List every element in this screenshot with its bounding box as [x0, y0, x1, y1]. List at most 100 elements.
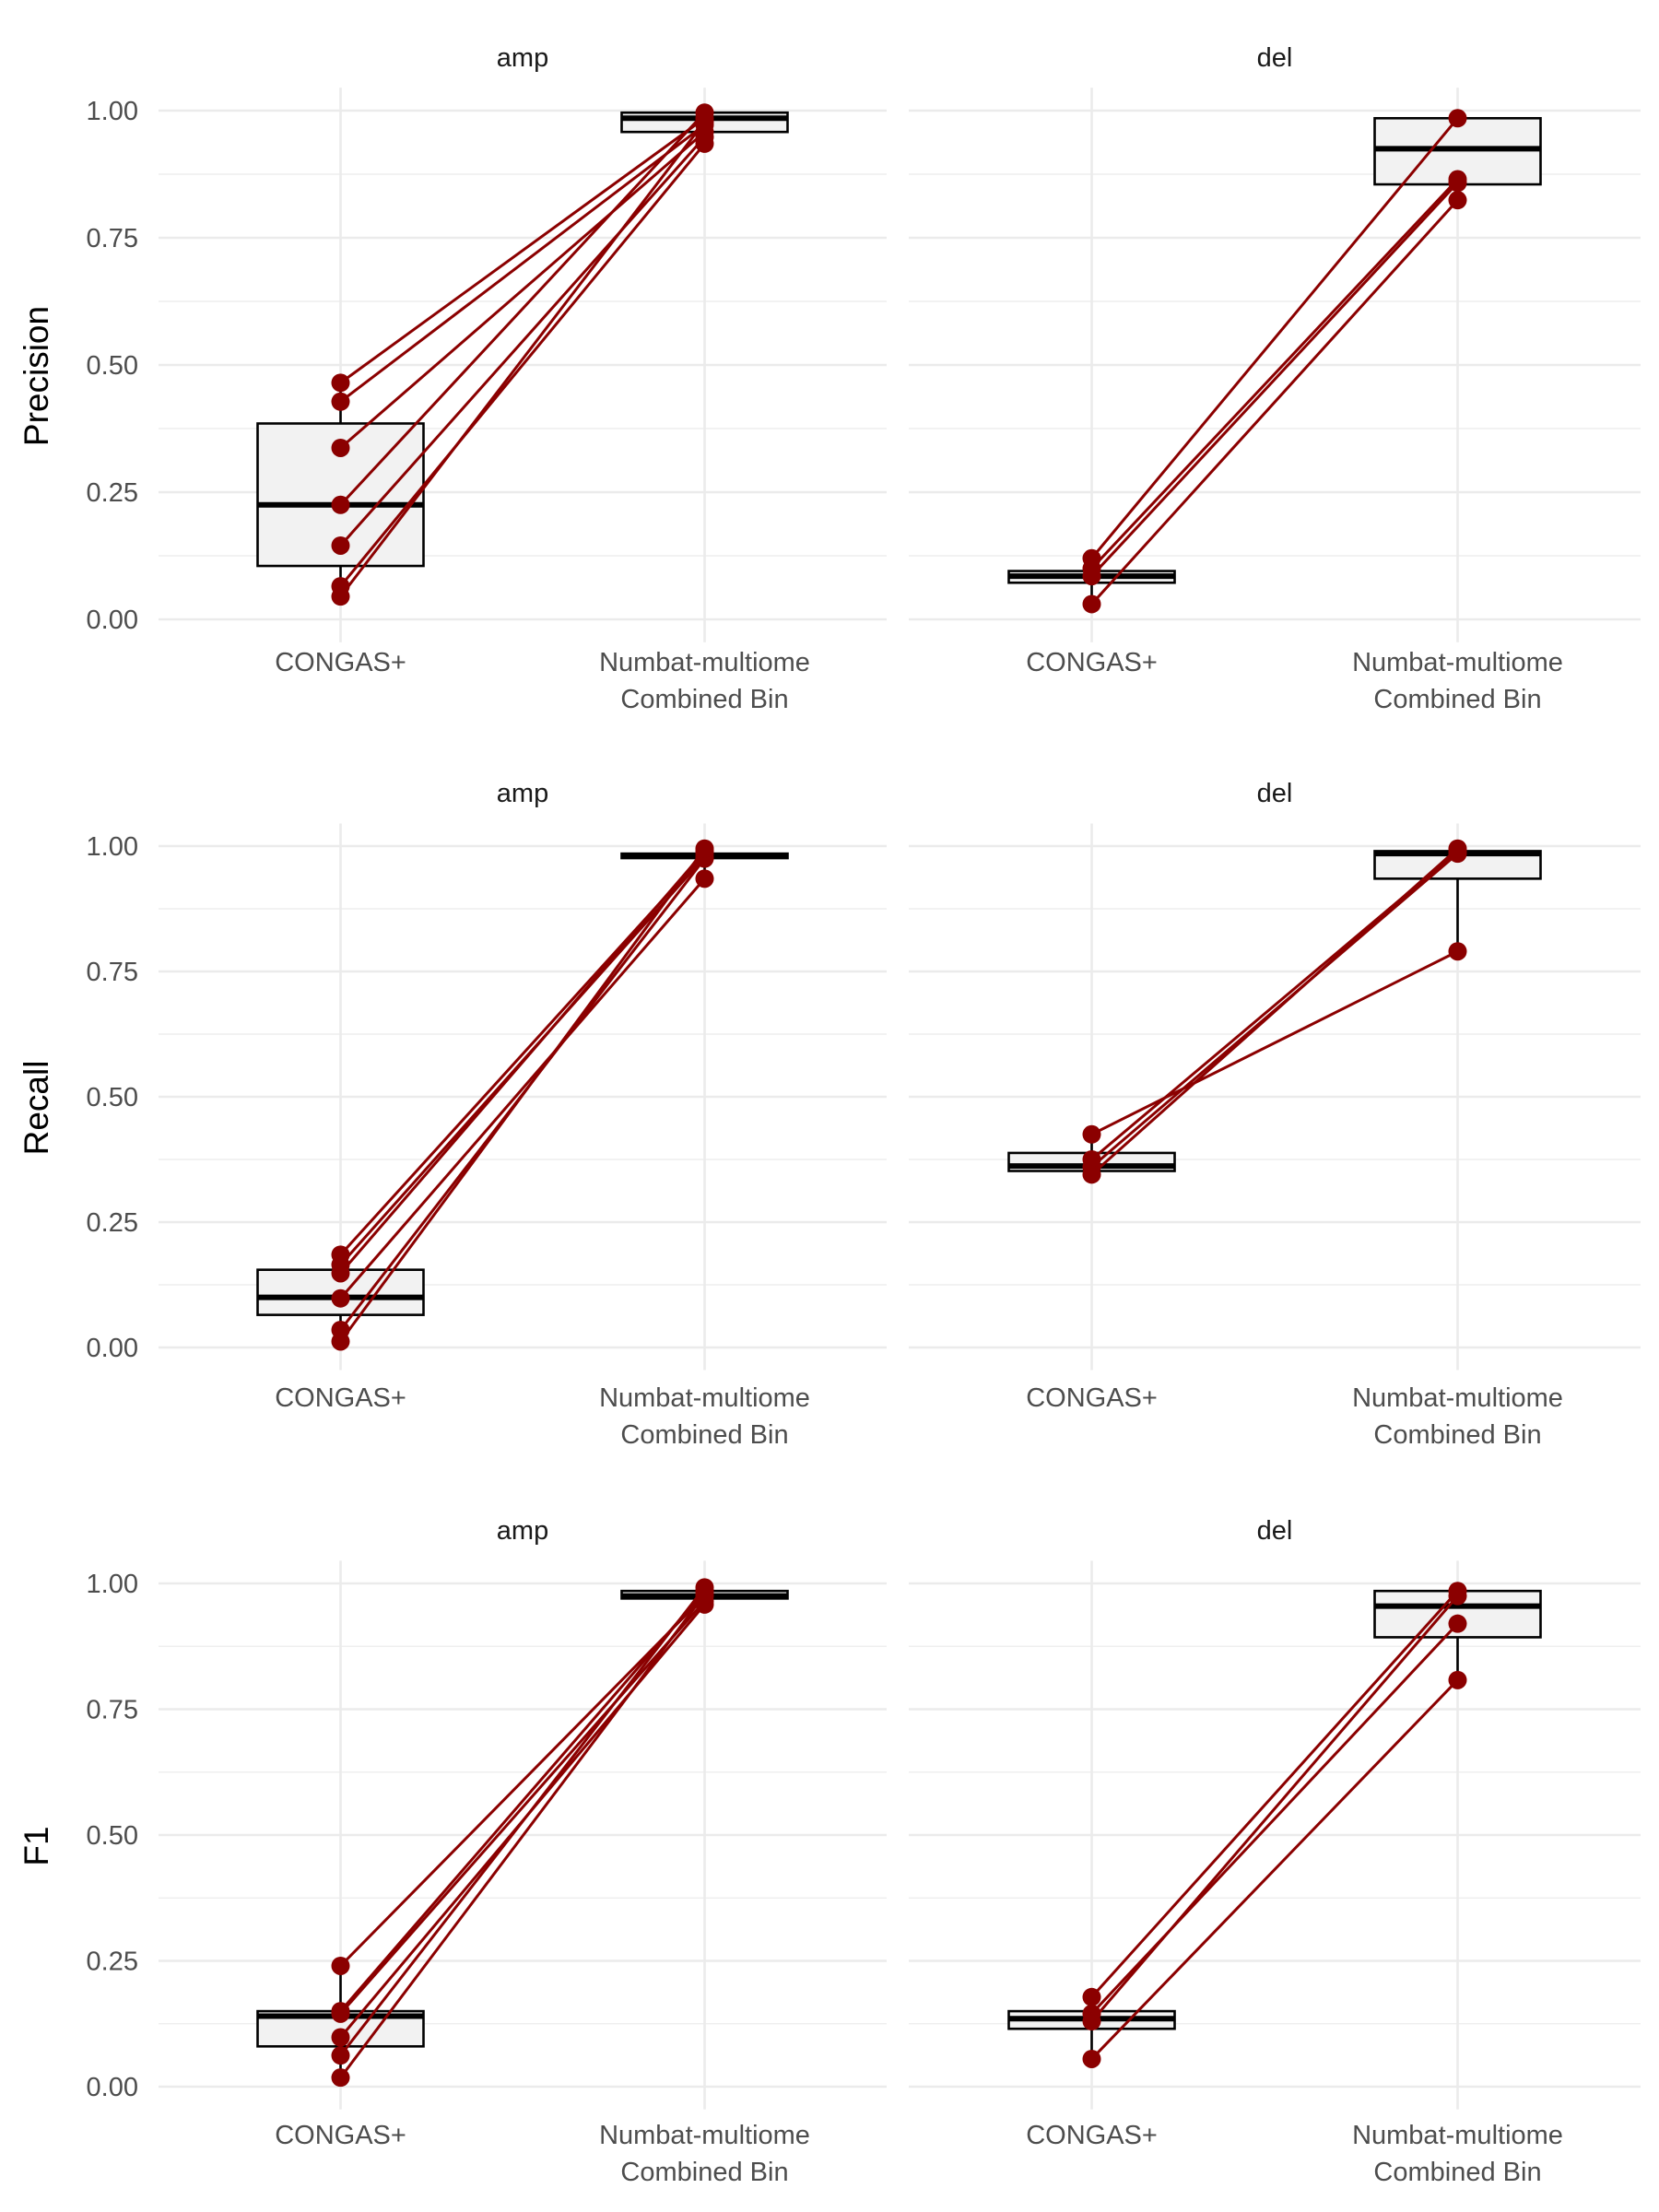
- pair-line: [1090, 949, 1459, 1136]
- pair-line: [339, 112, 706, 506]
- y-axis-label: Precision: [18, 306, 55, 446]
- facet-label: amp: [497, 43, 548, 73]
- y-tick-label: 0.25: [87, 1947, 138, 1977]
- data-point: [331, 1956, 350, 1975]
- x-tick-line: Combined Bin: [620, 685, 788, 714]
- pair-line: [339, 1590, 706, 2013]
- x-tick-line: CONGAS+: [1026, 1383, 1158, 1413]
- y-tick-label: 0.75: [87, 224, 138, 253]
- y-tick-label: 1.00: [87, 97, 138, 126]
- data-point: [1448, 1670, 1467, 1689]
- data-point: [1448, 839, 1467, 858]
- y-tick-label: 0.50: [87, 351, 138, 381]
- pair-line: [339, 142, 706, 588]
- data-point: [331, 587, 350, 606]
- x-tick-line: Numbat-multiome: [599, 2121, 810, 2150]
- x-tick-label: Numbat-multiome Combined Bin: [1352, 1383, 1563, 1450]
- x-tick-line: Numbat-multiome: [1352, 1383, 1563, 1413]
- x-tick-label: CONGAS+: [1026, 1383, 1158, 1413]
- data-point: [1082, 1165, 1101, 1184]
- data-point: [331, 438, 350, 457]
- x-tick-line: CONGAS+: [275, 2121, 406, 2150]
- y-tick-label: 0.75: [87, 958, 138, 987]
- data-point: [331, 1288, 350, 1308]
- x-tick-line: Combined Bin: [620, 2158, 788, 2187]
- data-point: [331, 373, 350, 393]
- data-point: [331, 495, 350, 514]
- x-tick-line: Combined Bin: [1373, 2158, 1541, 2187]
- data-point: [331, 1332, 350, 1351]
- pair-line: [339, 1594, 706, 2079]
- y-tick-label: 1.00: [87, 832, 138, 862]
- x-tick-label: Numbat-multiome Combined Bin: [1352, 2121, 1563, 2187]
- data-point: [695, 112, 714, 132]
- pair-line: [339, 1586, 706, 2057]
- data-point: [1448, 1586, 1467, 1606]
- x-tick-label: Numbat-multiome Combined Bin: [1352, 648, 1563, 714]
- panel-precision-del: del CONGAS+ Numbat-multiome Combined Bin: [909, 43, 1641, 714]
- data-point: [1448, 1614, 1467, 1633]
- data-point: [695, 869, 714, 888]
- x-tick-label: CONGAS+: [275, 2121, 406, 2150]
- x-tick-line: Combined Bin: [1373, 1420, 1541, 1450]
- y-axis-label: Recall: [18, 1061, 55, 1156]
- pair-line: [339, 131, 706, 450]
- pair-line: [339, 847, 706, 1343]
- panel-f1-del: del CONGAS+ Numbat-multiome Combined Bin: [909, 1516, 1641, 2187]
- facet-label: amp: [497, 779, 548, 808]
- pair-line: [1090, 199, 1459, 606]
- data-point: [331, 2004, 350, 2023]
- data-point: [331, 1264, 350, 1283]
- data-point: [1082, 2049, 1101, 2068]
- facet-label: del: [1257, 779, 1293, 808]
- pair-line: [1090, 1590, 1459, 1998]
- y-tick-label: 0.50: [87, 1821, 138, 1851]
- panel-recall-amp: amp CONGAS+ Numbat-multiome Combined Bin 0.0…: [18, 779, 887, 1450]
- x-tick-line: CONGAS+: [1026, 648, 1158, 677]
- data-point: [1082, 1124, 1101, 1144]
- x-tick-line: Combined Bin: [620, 1420, 788, 1450]
- pair-line: [339, 1600, 706, 2015]
- x-tick-label: Numbat-multiome Combined Bin: [599, 648, 810, 714]
- pair-line: [1090, 1594, 1459, 2022]
- y-tick-label: 1.00: [87, 1570, 138, 1599]
- pair-line: [1090, 178, 1459, 570]
- x-tick-line: Numbat-multiome: [1352, 2121, 1563, 2150]
- y-tick-label: 0.00: [87, 2073, 138, 2102]
- x-tick-line: CONGAS+: [1026, 2121, 1158, 2150]
- facet-label: amp: [497, 1516, 548, 1546]
- y-tick-label: 0.00: [87, 606, 138, 635]
- pair-line: [1090, 847, 1459, 1176]
- pair-line: [339, 135, 706, 547]
- facet-label: del: [1257, 43, 1293, 73]
- x-tick-label: CONGAS+: [275, 1383, 406, 1413]
- y-tick-label: 0.50: [87, 1083, 138, 1112]
- pair-line: [339, 850, 706, 1275]
- data-point: [331, 535, 350, 555]
- pair-line: [1090, 117, 1459, 559]
- x-tick-line: CONGAS+: [275, 1383, 406, 1413]
- panel-recall-del: del CONGAS+ Numbat-multiome Combined Bin: [909, 779, 1641, 1450]
- data-point: [331, 392, 350, 411]
- facet-label: del: [1257, 1516, 1293, 1546]
- data-point: [695, 1585, 714, 1605]
- y-tick-label: 0.25: [87, 478, 138, 508]
- panel-f1-amp: amp CONGAS+ Numbat-multiome Combined Bin 0.0…: [18, 1516, 887, 2187]
- data-point: [695, 134, 714, 153]
- y-axis-label: F1: [18, 1826, 55, 1865]
- data-point: [1448, 173, 1467, 193]
- x-tick-label: Numbat-multiome Combined Bin: [599, 1383, 810, 1450]
- x-tick-line: Combined Bin: [1373, 685, 1541, 714]
- data-point: [1448, 191, 1467, 210]
- data-point: [1082, 567, 1101, 586]
- data-point: [1082, 594, 1101, 614]
- data-point: [331, 2046, 350, 2065]
- x-tick-line: Numbat-multiome: [1352, 648, 1563, 677]
- x-tick-line: Numbat-multiome: [599, 1383, 810, 1413]
- pair-line: [1090, 182, 1459, 578]
- pair-line: [339, 877, 706, 1300]
- data-point: [1448, 109, 1467, 128]
- x-tick-label: Numbat-multiome Combined Bin: [599, 2121, 810, 2187]
- pair-line: [339, 117, 706, 384]
